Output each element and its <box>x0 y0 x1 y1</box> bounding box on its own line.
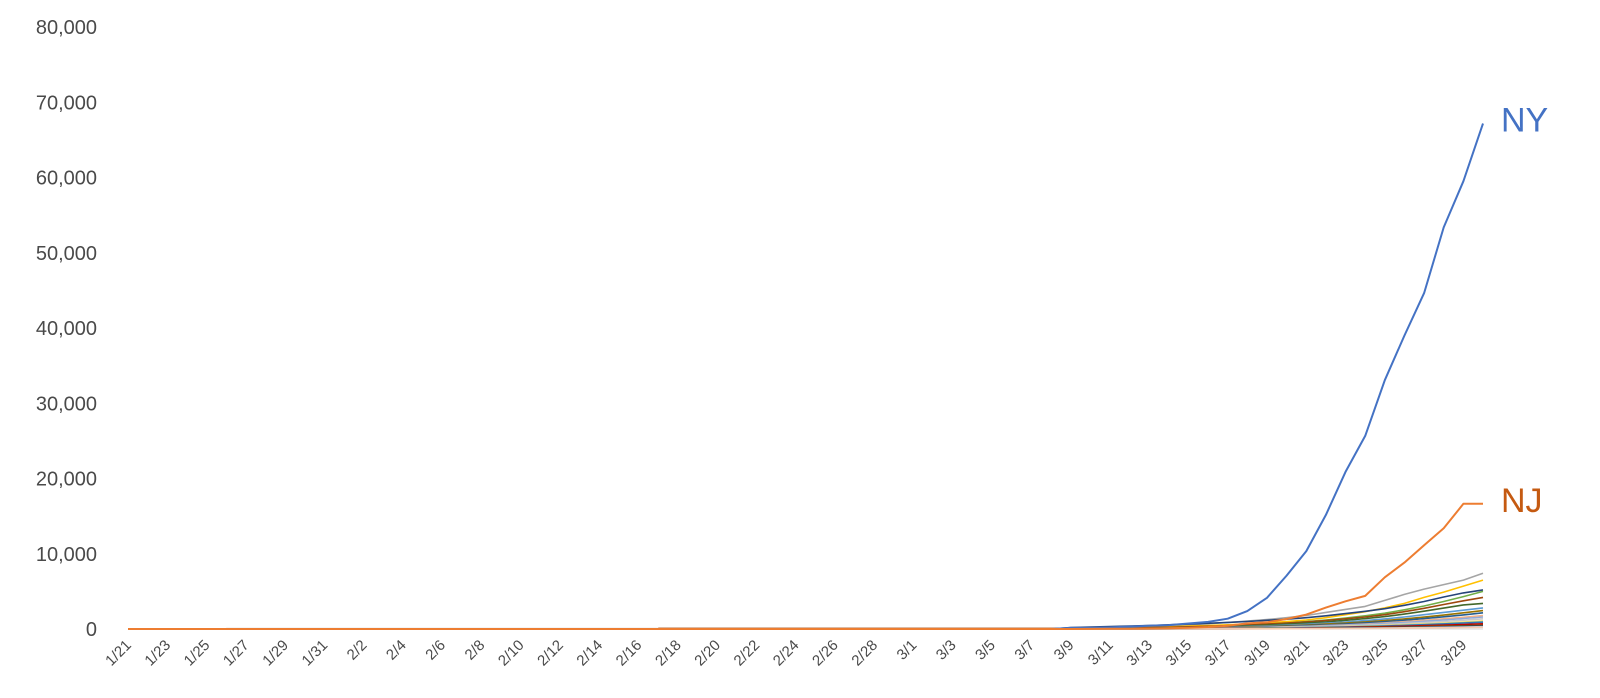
x-tick-label: 1/29 <box>259 637 292 670</box>
x-axis-ticks: 1/21 1/23 1/25 1/27 1/29 1/31 2/2 2/4 2/6 2/8 2/10… <box>102 628 1483 670</box>
x-tick-label: 3/21 <box>1280 637 1313 670</box>
x-tick-label: 2/18 <box>652 637 685 670</box>
x-tick-label: 3/1 <box>894 637 921 664</box>
x-tick-label: 3/23 <box>1320 637 1353 670</box>
x-tick-label: 2/12 <box>534 637 567 670</box>
x-tick-label: 3/5 <box>972 637 999 664</box>
series-label-nj: NJ <box>1501 482 1543 520</box>
y-tick-label: 50,000 <box>36 243 97 265</box>
x-tick-label: 3/17 <box>1202 637 1235 670</box>
series-line <box>128 579 1484 630</box>
y-tick-label: 30,000 <box>36 393 97 415</box>
y-axis-ticks: 0 10,000 20,000 30,000 40,000 50,000 60,000 70,… <box>36 17 97 641</box>
x-tick-label: 3/7 <box>1011 637 1038 664</box>
x-tick-label: 2/2 <box>344 637 371 664</box>
y-tick-label: 70,000 <box>36 92 97 114</box>
x-tick-label: 3/15 <box>1163 637 1196 670</box>
y-tick-label: 40,000 <box>36 318 97 340</box>
x-tick-label: 1/31 <box>299 637 332 670</box>
x-tick-label: 3/9 <box>1051 637 1078 664</box>
x-tick-label: 1/25 <box>181 637 214 670</box>
series-line-ny <box>128 123 1484 630</box>
x-tick-label: 2/22 <box>731 637 764 670</box>
x-tick-label: 2/24 <box>770 637 803 670</box>
y-tick-label: 0 <box>86 619 97 641</box>
x-tick-label: 3/11 <box>1085 637 1117 669</box>
y-tick-label: 80,000 <box>36 17 97 39</box>
y-tick-label: 20,000 <box>36 469 97 491</box>
x-tick-label: 2/26 <box>809 637 842 670</box>
series-label-ny: NY <box>1501 102 1548 140</box>
x-tick-label: 2/14 <box>573 637 606 670</box>
x-tick-label: 2/16 <box>613 637 646 670</box>
x-tick-label: 1/23 <box>141 637 174 670</box>
x-tick-label: 3/25 <box>1359 637 1392 670</box>
x-tick-label: 2/28 <box>848 637 881 670</box>
y-tick-label: 60,000 <box>36 168 97 190</box>
x-tick-label: 1/21 <box>102 637 135 670</box>
x-tick-label: 3/27 <box>1398 637 1431 670</box>
x-tick-label: 3/29 <box>1438 637 1471 670</box>
y-tick-label: 10,000 <box>36 544 97 566</box>
labeled-series-lines <box>128 123 1484 630</box>
series-labels: NY NJ <box>1501 102 1548 520</box>
x-tick-label: 2/6 <box>422 637 449 664</box>
x-tick-label: 2/10 <box>495 637 528 670</box>
x-tick-label: 2/8 <box>462 637 489 664</box>
series-line-nj <box>128 502 1483 630</box>
x-tick-label: 2/20 <box>691 637 724 670</box>
x-tick-label: 3/3 <box>933 637 960 664</box>
x-tick-label: 1/27 <box>220 637 253 670</box>
x-tick-label: 3/13 <box>1123 637 1156 670</box>
x-tick-label: 2/4 <box>383 637 410 664</box>
x-tick-label: 3/19 <box>1241 637 1274 670</box>
